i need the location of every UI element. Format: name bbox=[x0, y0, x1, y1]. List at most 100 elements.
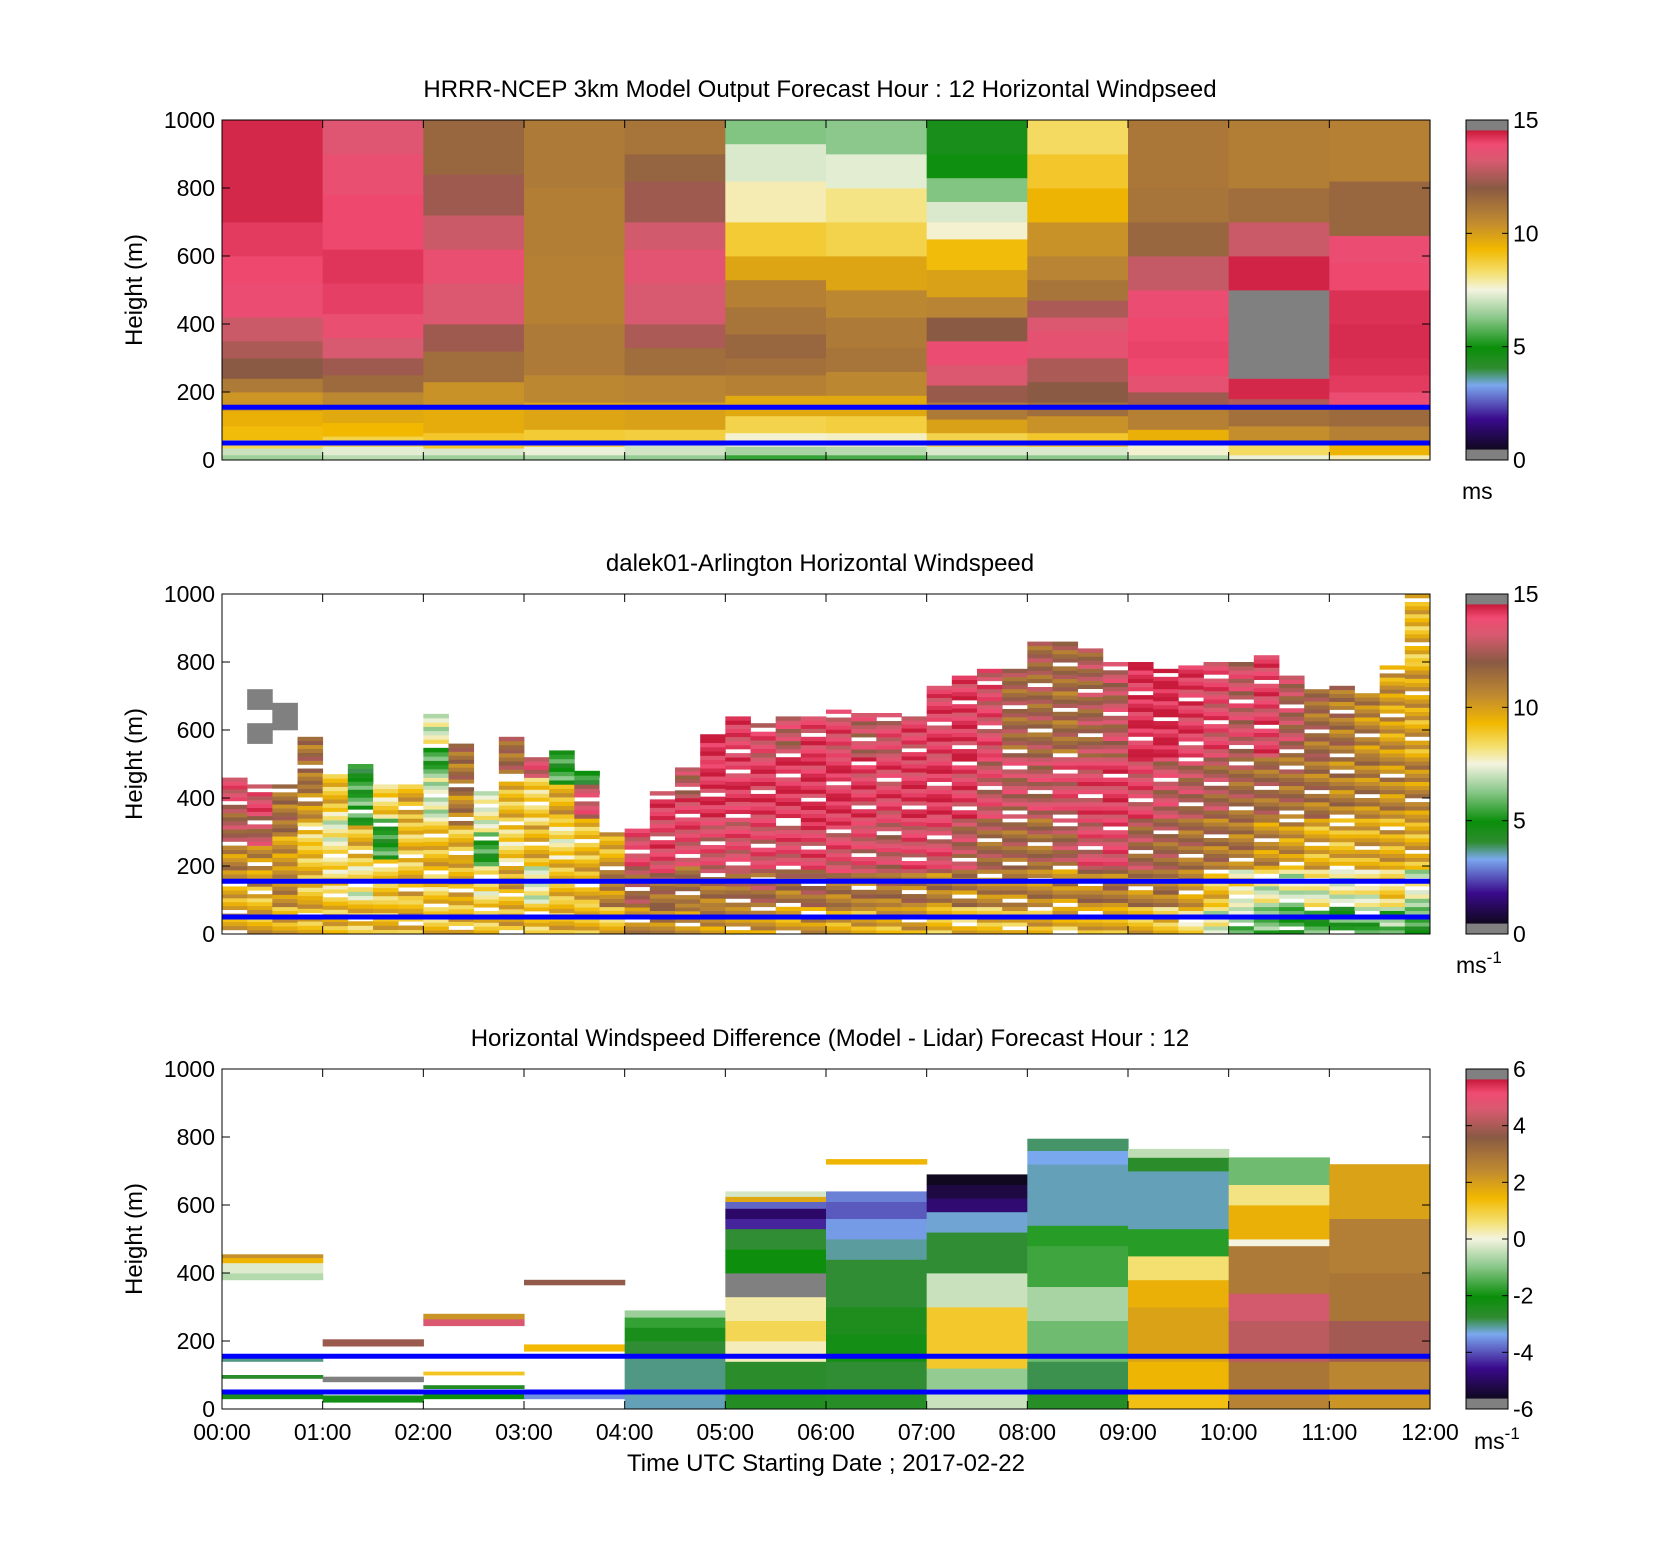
lidar-cell bbox=[1329, 906, 1355, 911]
lidar-cell bbox=[901, 809, 928, 814]
lidar-cell bbox=[1304, 926, 1330, 931]
lidar-cell bbox=[599, 874, 626, 879]
lidar-cell bbox=[1077, 692, 1104, 698]
lidar-cell bbox=[1253, 765, 1280, 770]
lidar-cell bbox=[1128, 728, 1154, 733]
lidar-cell bbox=[222, 797, 248, 802]
lidar-cell bbox=[1102, 834, 1129, 839]
lidar-cell bbox=[1329, 757, 1355, 762]
lidar-cell bbox=[1178, 826, 1204, 831]
lidar-cell bbox=[951, 728, 978, 734]
lidar-cell bbox=[1379, 741, 1406, 746]
lidar-cell bbox=[272, 857, 298, 863]
lidar-cell bbox=[599, 902, 626, 908]
lidar-cell bbox=[247, 739, 273, 744]
lidar-cell bbox=[1404, 626, 1431, 631]
lidar-cell bbox=[373, 859, 399, 864]
lidar-cell bbox=[1128, 715, 1154, 721]
heatmap-cell bbox=[1027, 381, 1129, 403]
lidar-cell bbox=[1178, 717, 1204, 722]
lidar-cell bbox=[247, 689, 273, 694]
heatmap-cell bbox=[322, 375, 424, 393]
heatmap-cell bbox=[222, 341, 324, 359]
heatmap-cell bbox=[1128, 188, 1230, 223]
heatmap-cell bbox=[725, 279, 827, 308]
lidar-cell bbox=[826, 709, 852, 714]
lidar-cell bbox=[1404, 765, 1431, 770]
lidar-cell bbox=[876, 922, 902, 927]
panel-lidar: dalek01-Arlington Horizontal Windspeed 0… bbox=[121, 550, 1539, 978]
lidar-cell bbox=[1077, 720, 1104, 726]
lidar-cell bbox=[1253, 683, 1280, 689]
lidar-cell bbox=[977, 684, 1003, 690]
lidar-cell bbox=[876, 898, 902, 903]
lidar-cell bbox=[498, 841, 525, 846]
lidar-cell bbox=[448, 904, 475, 910]
colorbar-unit: ms-1 bbox=[1474, 1424, 1520, 1454]
lidar-cell bbox=[926, 822, 953, 828]
heatmap-cell bbox=[322, 409, 424, 423]
lidar-cell bbox=[926, 757, 953, 762]
lidar-cell bbox=[901, 784, 928, 790]
lidar-cell bbox=[498, 785, 525, 790]
lidar-cell bbox=[1178, 818, 1204, 823]
lidar-cell bbox=[423, 756, 449, 761]
lidar-cell bbox=[700, 849, 726, 854]
lidar-cell bbox=[1128, 719, 1154, 725]
lidar-cell bbox=[448, 896, 475, 902]
lidar-cell bbox=[1379, 757, 1406, 762]
lidar-cell bbox=[901, 910, 928, 915]
lidar-cell bbox=[1027, 861, 1053, 866]
lidar-cell bbox=[599, 922, 626, 927]
lidar-cell bbox=[826, 918, 852, 923]
lidar-cell bbox=[775, 910, 802, 915]
lidar-cell bbox=[901, 740, 928, 745]
lidar-cell bbox=[851, 817, 877, 822]
lidar-cell bbox=[498, 765, 525, 770]
lidar-cell bbox=[876, 725, 902, 730]
lidar-cell bbox=[1077, 712, 1104, 718]
lidar-cell bbox=[1379, 697, 1406, 702]
lidar-cell bbox=[599, 894, 626, 899]
lidar-cell bbox=[1329, 685, 1355, 691]
lidar-cell bbox=[448, 779, 475, 784]
lidar-cell bbox=[977, 853, 1003, 858]
lidar-cell bbox=[1153, 692, 1179, 698]
lidar-cell bbox=[951, 845, 978, 851]
lidar-cell bbox=[901, 732, 928, 737]
lidar-cell bbox=[297, 837, 324, 843]
lidar-cell bbox=[826, 765, 852, 770]
lidar-cell bbox=[1379, 769, 1406, 774]
lidar-cell bbox=[498, 888, 525, 894]
lidar-cell bbox=[448, 859, 475, 864]
lidar-cell bbox=[398, 874, 424, 880]
heatmap-cell bbox=[725, 143, 827, 182]
lidar-cell bbox=[1379, 749, 1406, 754]
heatmap-cells bbox=[222, 120, 1431, 461]
lidar-cell bbox=[1178, 705, 1204, 710]
y-tick-label: 1000 bbox=[164, 581, 215, 607]
lidar-cell bbox=[599, 806, 626, 812]
lidar-cell bbox=[800, 886, 827, 891]
lidar-cell bbox=[624, 841, 651, 846]
lidar-cell bbox=[222, 925, 248, 931]
lidar-cell bbox=[448, 854, 475, 860]
lidar-cell bbox=[1404, 853, 1431, 858]
lidar-cell bbox=[1077, 865, 1104, 870]
lidar-cell bbox=[1279, 679, 1305, 685]
lidar-cell bbox=[1203, 802, 1230, 807]
lidar-cell bbox=[725, 720, 751, 725]
lidar-cell bbox=[926, 898, 953, 903]
lidar-cell bbox=[926, 741, 953, 746]
lidar-cell bbox=[1077, 741, 1104, 746]
lidar-cell bbox=[1354, 789, 1381, 795]
lidar-cell bbox=[347, 887, 374, 892]
colorbar-tick-label: 2 bbox=[1513, 1169, 1526, 1195]
lidar-cell bbox=[549, 809, 575, 815]
lidar-cell bbox=[1128, 703, 1154, 708]
lidar-cell bbox=[574, 867, 600, 872]
lidar-cell bbox=[1354, 906, 1381, 911]
lidar-cell bbox=[247, 901, 273, 907]
lidar-cell bbox=[1379, 902, 1406, 908]
lidar-cell bbox=[1404, 841, 1431, 847]
